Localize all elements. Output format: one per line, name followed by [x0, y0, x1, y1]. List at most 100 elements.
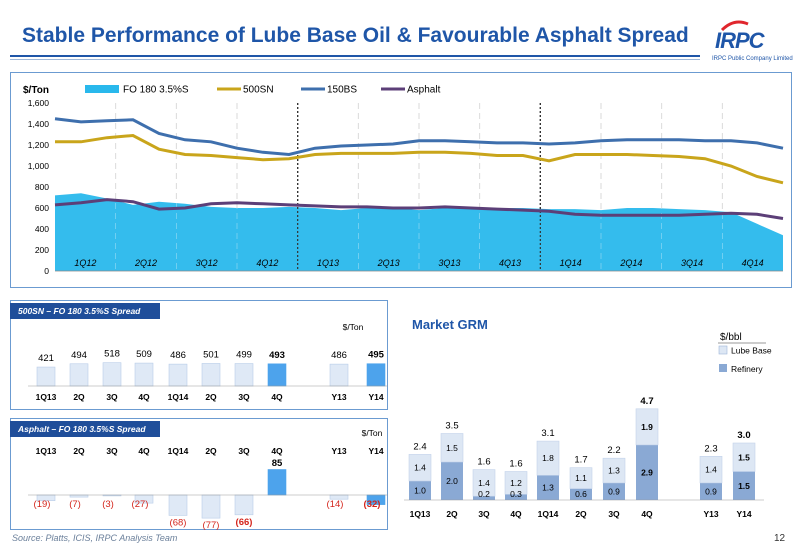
- bar-value-label: 509: [136, 349, 152, 360]
- lube-base-bar: [536, 440, 560, 476]
- x-tick-label: 3Q: [478, 509, 490, 519]
- unit-label: $/Ton: [362, 428, 383, 438]
- logo-swoosh-icon: [720, 20, 749, 32]
- bar-value-label: (3): [102, 499, 114, 510]
- lube-base-bar: [472, 469, 496, 497]
- x-tick-label: Y13: [331, 392, 346, 402]
- x-tick-label: Y14: [368, 392, 383, 402]
- total-value-label: 3.1: [541, 428, 554, 439]
- legend-label: Asphalt: [407, 85, 441, 96]
- x-tick-label: 2Q14: [619, 258, 642, 268]
- bar-value-label: (32): [364, 499, 381, 510]
- refinery-bar: [733, 471, 755, 500]
- bar-value-label: (14): [327, 499, 344, 510]
- x-tick-label: 4Q: [271, 392, 283, 402]
- legend-label: FO 180 3.5%S: [123, 85, 189, 96]
- refinery-value-label: 1.5: [738, 481, 750, 491]
- title-underline: [10, 55, 700, 57]
- total-value-label: 4.7: [640, 396, 653, 407]
- bar-value-label: (7): [69, 499, 81, 510]
- lube-base-bar: [504, 471, 528, 495]
- lube-base-bar: [699, 456, 723, 484]
- refinery-value-label: 0.2: [478, 489, 490, 499]
- y-tick-label: 400: [35, 224, 49, 234]
- total-value-label: 1.7: [574, 455, 587, 466]
- legend-swatch: [85, 85, 119, 93]
- spread-bar: [201, 494, 221, 519]
- spread-bar: [267, 363, 287, 387]
- x-tick-label: 4Q: [271, 446, 283, 456]
- series-line-150bs: [54, 117, 784, 157]
- x-tick-label: Y13: [703, 509, 718, 519]
- spread-bar: [168, 494, 188, 516]
- x-tick-label: 1Q14: [168, 446, 189, 456]
- spread-bar: [102, 362, 122, 387]
- total-value-label: 3.0: [737, 430, 750, 441]
- lube-base-bar: [408, 454, 432, 482]
- spread-bar: [234, 363, 254, 387]
- x-tick-label: 1Q14: [560, 258, 582, 268]
- x-tick-label: 3Q: [608, 509, 620, 519]
- logo-subtext: IRPC Public Company Limited: [712, 56, 793, 62]
- y-tick-label: 600: [35, 203, 49, 213]
- lube-base-bar: [440, 433, 464, 463]
- refinery-bar: [505, 494, 527, 500]
- y-axis-label: $/Ton: [23, 85, 49, 96]
- refinery-value-label: 2.0: [446, 476, 458, 486]
- sn-spread-panel: [10, 300, 388, 410]
- lube-value-label: 1.4: [478, 478, 490, 488]
- y-tick-label: 800: [35, 182, 49, 192]
- total-value-label: 2.4: [413, 441, 426, 452]
- x-tick-label: 1Q13: [36, 392, 57, 402]
- bar-value-label: 486: [170, 350, 186, 361]
- x-tick-label: 3Q: [238, 392, 250, 402]
- spread-bar: [69, 494, 89, 498]
- lube-value-label: 1.5: [446, 443, 458, 453]
- bar-value-label: (27): [132, 499, 149, 510]
- y-tick-label: 1,200: [28, 140, 50, 150]
- bar-value-label: 499: [236, 350, 252, 361]
- total-value-label: 1.6: [477, 457, 490, 468]
- sn-spread-bar-chart: $/Ton 421 1Q13 494 2Q 518 3Q 509 4Q 486 1Q14 501 2Q 4…: [28, 322, 388, 402]
- lube-value-label: 1.9: [641, 422, 653, 432]
- spread-bar: [234, 494, 254, 516]
- series-area-fo180: [55, 193, 783, 271]
- x-tick-label: 2Q: [205, 392, 217, 402]
- refinery-value-label: 1.3: [542, 483, 554, 493]
- x-tick-label: 3Q: [106, 446, 118, 456]
- x-tick-label: 2Q: [575, 509, 587, 519]
- spread-bar: [329, 363, 349, 387]
- spread-bar: [201, 363, 221, 387]
- asphalt-spread-panel: [10, 418, 388, 530]
- x-tick-label: 4Q: [510, 509, 522, 519]
- bar-value-label: (66): [236, 517, 253, 528]
- grm-title: Market GRM: [412, 317, 488, 332]
- x-tick-label: 2Q: [446, 509, 458, 519]
- y-tick-label: 0: [44, 266, 49, 276]
- x-tick-label: 3Q14: [681, 258, 703, 268]
- bar-value-label: 495: [368, 350, 385, 361]
- x-tick-label: Y13: [331, 446, 346, 456]
- lube-value-label: 1.1: [575, 473, 587, 483]
- x-tick-label: 2Q: [73, 446, 85, 456]
- refinery-bar: [473, 496, 495, 500]
- price-chart-panel: $/Ton 0 200 400 600 800 1,000 1,200 1,400 1,600 1Q…: [10, 72, 792, 288]
- sn-spread-header: 500SN – FO 180 3.5%S Spread: [10, 303, 160, 319]
- x-tick-label: 3Q: [238, 446, 250, 456]
- x-tick-label: 3Q12: [196, 258, 218, 268]
- page-title: Stable Performance of Lube Base Oil & Fa…: [22, 24, 689, 47]
- legend-label: 500SN: [243, 85, 274, 96]
- lube-base-bar: [732, 442, 756, 472]
- legend-swatch: [718, 345, 728, 355]
- refinery-bar: [636, 444, 658, 500]
- bar-value-label: 494: [71, 350, 87, 361]
- refinery-bar: [441, 462, 463, 500]
- lube-value-label: 1.4: [705, 465, 717, 475]
- bar-value-label: 518: [104, 349, 120, 360]
- x-tick-label: 3Q: [106, 392, 118, 402]
- legend-label: 150BS: [327, 85, 357, 96]
- refinery-bar: [603, 482, 625, 500]
- spread-bar: [366, 363, 386, 387]
- asphalt-spread-header: Asphalt – FO 180 3.5%S Spread: [10, 421, 160, 437]
- spread-bar: [36, 366, 56, 387]
